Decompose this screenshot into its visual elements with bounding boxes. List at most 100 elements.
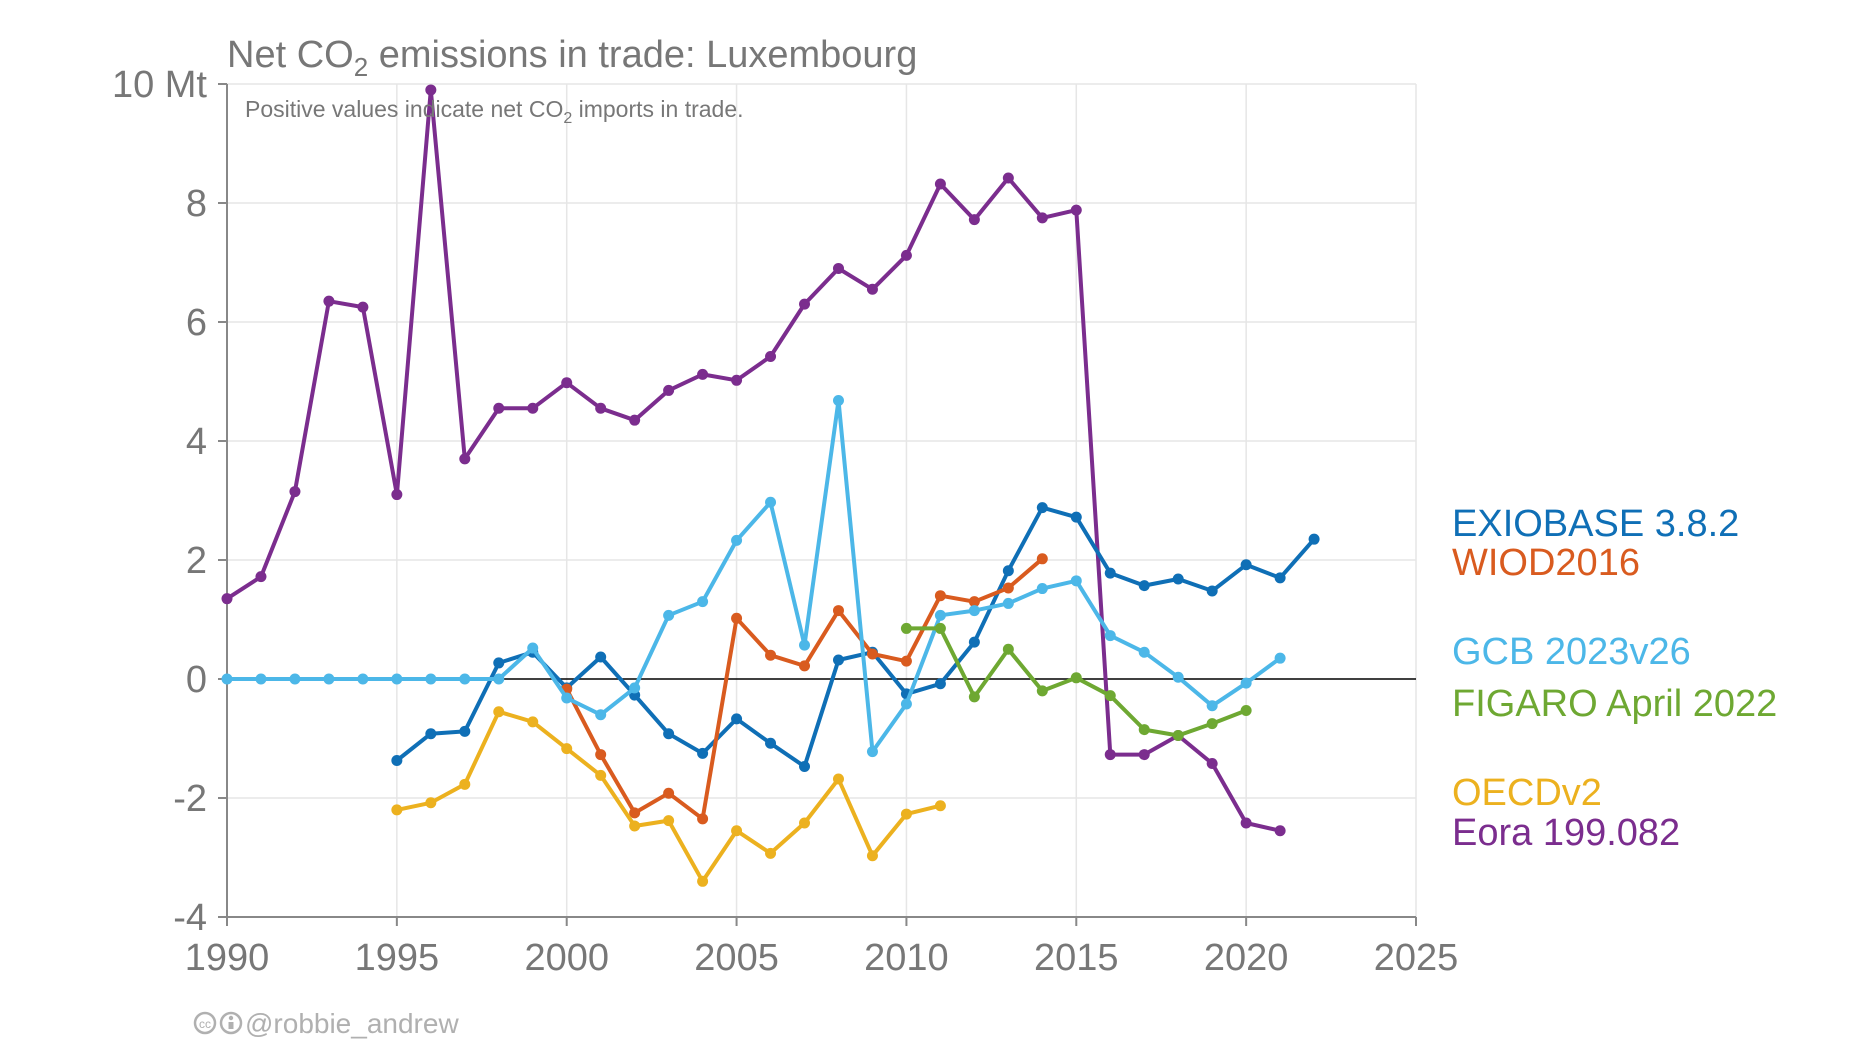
data-point <box>900 655 912 667</box>
data-point <box>1172 730 1184 742</box>
data-point <box>595 749 607 761</box>
data-point <box>1002 582 1014 594</box>
data-point <box>968 214 980 226</box>
data-point <box>1172 671 1184 683</box>
data-point <box>731 825 743 837</box>
data-point <box>968 636 980 648</box>
data-point <box>595 402 607 414</box>
grid <box>227 83 1417 917</box>
y-tick-label: 4 <box>186 421 207 463</box>
data-point <box>255 673 267 685</box>
data-point <box>765 847 777 859</box>
by-icon-head <box>228 1015 234 1021</box>
data-point <box>595 651 607 663</box>
data-point <box>1002 172 1014 184</box>
data-point <box>323 673 335 685</box>
data-point <box>1240 559 1252 571</box>
data-point <box>832 395 844 407</box>
data-point <box>1308 533 1320 545</box>
data-point <box>493 706 505 718</box>
legend-entry: Eora 199.082 <box>1452 812 1680 854</box>
x-tick-label: 2005 <box>694 937 779 979</box>
data-point <box>357 301 369 313</box>
y-tick-label: -4 <box>173 897 207 939</box>
data-point <box>799 660 811 672</box>
data-point <box>866 648 878 660</box>
data-point <box>731 713 743 725</box>
credit-handle: @robbie_andrew <box>245 1008 459 1039</box>
data-point <box>221 673 233 685</box>
x-tick-label: 2010 <box>864 937 949 979</box>
data-point <box>459 725 471 737</box>
data-point <box>527 402 539 414</box>
data-point <box>934 178 946 190</box>
x-tick-label: 1995 <box>355 937 440 979</box>
data-point <box>391 804 403 816</box>
data-point <box>1036 583 1048 595</box>
data-point <box>1240 705 1252 717</box>
data-point <box>900 698 912 710</box>
y-tick-label: 2 <box>186 540 207 582</box>
data-point <box>1206 585 1218 597</box>
y-tick-label: 8 <box>186 183 207 225</box>
data-point <box>527 642 539 654</box>
legend-entry: EXIOBASE 3.8.2 <box>1452 503 1739 545</box>
cc-icon <box>193 1011 217 1035</box>
data-point <box>391 673 403 685</box>
data-point <box>663 609 675 621</box>
data-point <box>731 534 743 546</box>
series-oecdv2 <box>391 706 946 887</box>
data-point <box>663 728 675 740</box>
data-point <box>832 654 844 666</box>
data-point <box>934 590 946 602</box>
data-point <box>663 384 675 396</box>
data-point <box>1036 685 1048 697</box>
x-tick-label: 2020 <box>1204 937 1289 979</box>
data-point <box>968 596 980 608</box>
data-point <box>357 673 369 685</box>
data-point <box>1002 597 1014 609</box>
legend-entry: GCB 2023v26 <box>1452 631 1691 673</box>
data-point <box>697 596 709 608</box>
data-point <box>493 657 505 669</box>
data-point <box>697 813 709 825</box>
data-point <box>1104 749 1116 761</box>
x-tick-label: 2015 <box>1034 937 1119 979</box>
data-point <box>289 673 301 685</box>
data-point <box>866 746 878 758</box>
data-point <box>323 295 335 307</box>
data-point <box>1206 700 1218 712</box>
data-point <box>799 639 811 651</box>
data-point <box>391 755 403 767</box>
data-point <box>1070 575 1082 587</box>
data-point <box>832 262 844 274</box>
data-point <box>1274 825 1286 837</box>
data-point <box>289 486 301 498</box>
data-point <box>1036 212 1048 224</box>
data-point <box>629 682 641 694</box>
data-point <box>1070 672 1082 684</box>
data-point <box>561 377 573 389</box>
data-point <box>765 496 777 508</box>
data-point <box>221 593 233 605</box>
data-point <box>934 678 946 690</box>
data-point <box>934 800 946 812</box>
data-point <box>1138 724 1150 736</box>
series-eora-199-082 <box>221 84 1286 837</box>
data-point <box>663 787 675 799</box>
data-point <box>1172 573 1184 585</box>
data-point <box>731 374 743 386</box>
data-point <box>1036 502 1048 514</box>
data-point <box>1274 572 1286 584</box>
data-point <box>425 797 437 809</box>
data-point <box>493 673 505 685</box>
data-point <box>1240 677 1252 689</box>
data-point <box>1274 652 1286 664</box>
data-point <box>697 747 709 759</box>
data-point <box>799 817 811 829</box>
data-point <box>866 283 878 295</box>
data-point <box>968 605 980 617</box>
series-figaro-april-2022 <box>900 622 1252 742</box>
data-point <box>561 692 573 704</box>
data-point <box>459 778 471 790</box>
